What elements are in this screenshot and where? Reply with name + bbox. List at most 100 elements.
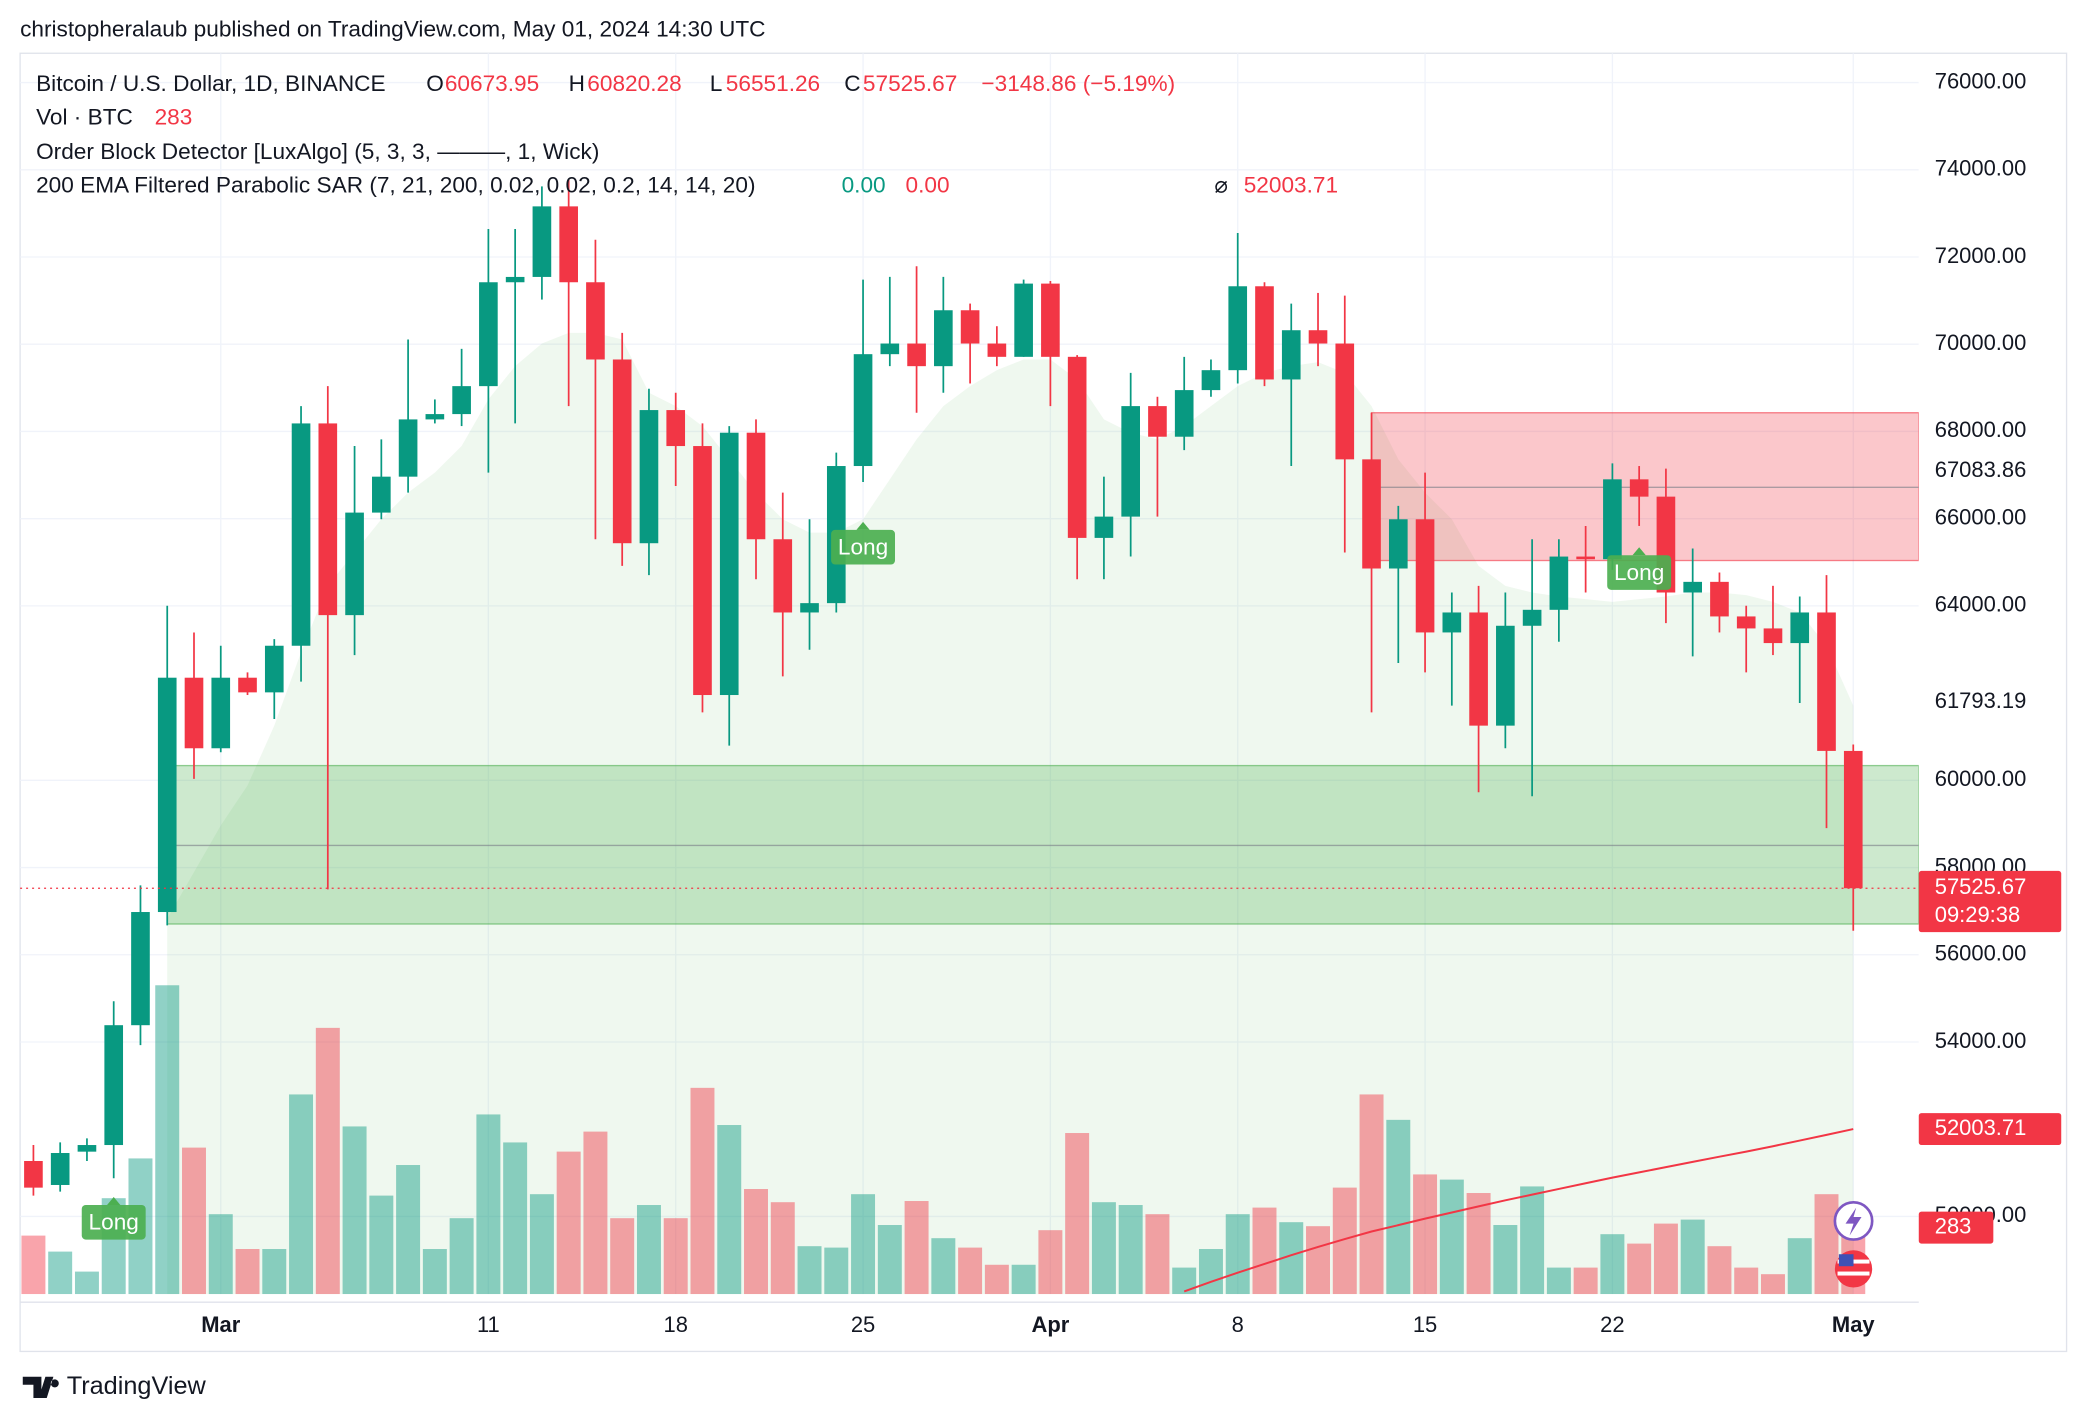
- candle-body: [880, 343, 900, 355]
- y-tick-label: 74000.00: [1935, 156, 2027, 181]
- signal-pointer: [1632, 547, 1646, 556]
- signal-label: Long: [89, 1210, 139, 1235]
- candle-body: [1469, 612, 1488, 726]
- candle-body: [1308, 330, 1328, 344]
- volume-bar: [877, 1225, 902, 1295]
- y-tick-label: 76000.00: [1935, 68, 2027, 93]
- y-tick-label: 66000.00: [1935, 504, 2027, 529]
- volume-bar: [1332, 1187, 1357, 1295]
- signal-pointer: [856, 521, 870, 530]
- plot-clip: Long Long Long: [20, 53, 1919, 1295]
- y-tick-label: 54000.00: [1935, 1028, 2027, 1053]
- candle-body: [1362, 459, 1381, 569]
- candle-body: [1281, 330, 1301, 380]
- candle-body: [157, 677, 177, 913]
- candle-body: [1228, 286, 1248, 371]
- brand: TradingView: [22, 1372, 207, 1400]
- level-label: 61793.19: [1935, 688, 2027, 713]
- x-tick-label: 8: [1232, 1312, 1244, 1337]
- change-value: −3148.86 (−5.19%): [981, 71, 1175, 96]
- volume-bar: [1306, 1226, 1330, 1295]
- y-tick-label: 70000.00: [1935, 330, 2027, 355]
- candle-body: [746, 432, 766, 540]
- flag-stripe: [1837, 1271, 1870, 1276]
- candle-body: [1148, 406, 1167, 437]
- candle-body: [104, 1025, 124, 1146]
- volume-bar: [1413, 1174, 1438, 1295]
- candle-body: [1388, 519, 1408, 569]
- candle-body: [1255, 286, 1274, 380]
- candle-body: [1522, 609, 1542, 626]
- signal-pointer: [107, 1196, 121, 1205]
- candle-body: [1763, 628, 1783, 644]
- volume-bar: [610, 1218, 635, 1295]
- candle-body: [800, 603, 819, 613]
- volume-bar: [529, 1194, 554, 1295]
- volume-bar: [1386, 1119, 1411, 1295]
- candle-body: [987, 343, 1007, 357]
- volume-bar: [1172, 1267, 1197, 1295]
- volume-bar: [155, 985, 180, 1295]
- volume-bar: [74, 1271, 99, 1295]
- ema-line: [1183, 1128, 1854, 1293]
- volume-bar: [1145, 1214, 1170, 1295]
- ema-symbol: ⌀: [1214, 172, 1228, 197]
- volume-bar: [1493, 1225, 1518, 1295]
- publisher-line: christopheralaub published on TradingVie…: [20, 17, 765, 42]
- volume-bar: [1573, 1267, 1598, 1295]
- y-tick-label: 60000.00: [1935, 766, 2027, 791]
- level-label-bg: [1921, 687, 2055, 717]
- volume-bar: [1466, 1193, 1491, 1295]
- level-label-bg: [1921, 456, 2055, 487]
- candle-body: [425, 414, 445, 420]
- ohlc-prefix: H: [569, 71, 585, 96]
- ohlc-prefix: O: [426, 71, 444, 96]
- candle-body: [1094, 516, 1114, 538]
- candle-body: [907, 343, 926, 367]
- chart-frame: [19, 52, 2068, 1353]
- volume-bar: [48, 1251, 73, 1295]
- x-tick-label: 11: [477, 1312, 500, 1337]
- candle-body: [1576, 556, 1595, 560]
- candle-body: [1335, 343, 1355, 460]
- indicator-legend: Order Block Detector [LuxAlgo] (5, 3, 3,…: [36, 139, 599, 164]
- candle-body: [1710, 581, 1729, 617]
- volume-bar: [904, 1201, 929, 1295]
- candle-body: [639, 410, 659, 544]
- alert-bolt: [1845, 1207, 1862, 1236]
- plot-layer: Long Long Long Mar 11 18 25 Apr 8 15 22 May 76000.00…: [20, 53, 2062, 1337]
- volume-bar: [690, 1087, 715, 1295]
- x-tick-label: Mar: [201, 1312, 240, 1337]
- candle-body: [1736, 616, 1756, 629]
- volume-bar: [235, 1249, 260, 1295]
- candle-body: [505, 276, 525, 283]
- candle-body: [1496, 625, 1515, 726]
- ohlc-prefix: C: [844, 71, 860, 96]
- candle-body: [719, 432, 739, 696]
- volume-bar: [663, 1218, 688, 1295]
- volume-bar: [1225, 1214, 1250, 1295]
- candle-body: [1067, 356, 1087, 538]
- volume-bar: [797, 1246, 822, 1295]
- volume-bar: [851, 1194, 876, 1295]
- corner-icons: [1833, 1200, 1874, 1288]
- volume-value: 283: [155, 104, 193, 129]
- volume-bar: [984, 1264, 1009, 1295]
- candle-body: [934, 310, 953, 367]
- volume-bar: [1600, 1234, 1625, 1295]
- signal-box: [1607, 555, 1672, 590]
- volume-bar: [744, 1189, 768, 1295]
- volume-bar: [503, 1142, 528, 1295]
- volume-bar: [182, 1147, 206, 1295]
- candle-body: [693, 446, 712, 696]
- candle-body: [372, 476, 391, 513]
- volume-bar: [770, 1202, 795, 1295]
- volume-bar: [1439, 1179, 1464, 1295]
- volume-bar: [1279, 1222, 1304, 1295]
- candle-body: [1817, 612, 1836, 751]
- candle-body: [264, 645, 284, 693]
- volume-bar: [556, 1151, 581, 1295]
- candle-body: [131, 912, 150, 1026]
